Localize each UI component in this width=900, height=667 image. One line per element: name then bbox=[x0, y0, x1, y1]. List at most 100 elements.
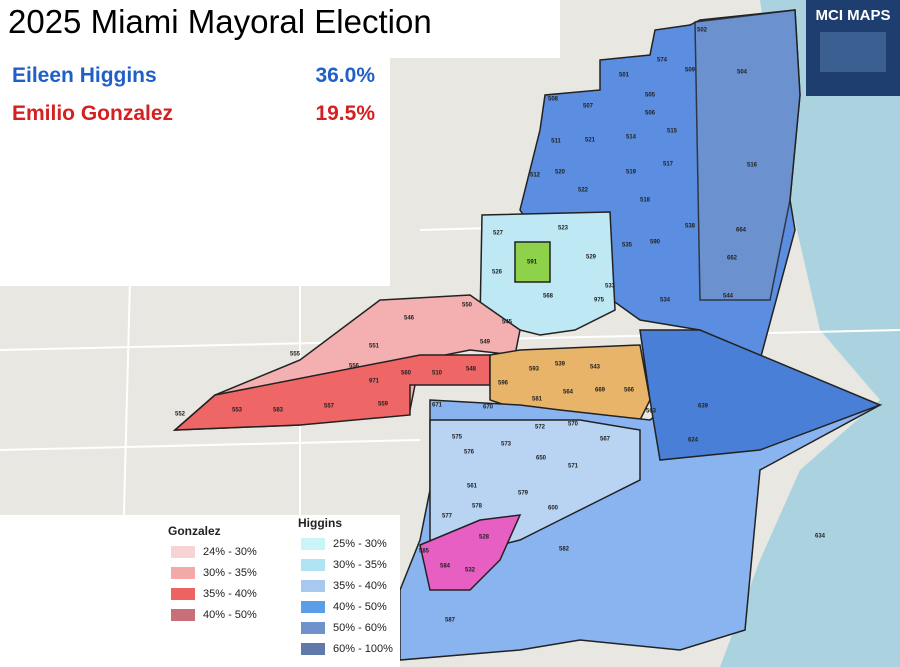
precinct-label: 522 bbox=[578, 188, 589, 194]
precinct-label: 596 bbox=[498, 381, 509, 387]
precinct-label: 528 bbox=[479, 535, 490, 541]
precinct-label: 585 bbox=[419, 549, 430, 555]
precinct-label: 591 bbox=[527, 260, 538, 266]
precinct-label: 546 bbox=[404, 316, 415, 322]
precinct-label: 624 bbox=[688, 438, 699, 444]
precinct-regions bbox=[172, 9, 883, 661]
precinct-label: 550 bbox=[462, 303, 473, 309]
candidate-share: 19.5% bbox=[315, 102, 375, 125]
precinct-label: 523 bbox=[558, 226, 569, 232]
precinct-label: 517 bbox=[663, 162, 674, 168]
water bbox=[720, 0, 900, 667]
precinct-label: 553 bbox=[232, 408, 243, 414]
precinct-label: 552 bbox=[175, 412, 186, 418]
precinct-label: 521 bbox=[585, 138, 596, 144]
legend-label: 25% - 30% bbox=[333, 538, 387, 550]
precinct-label: 650 bbox=[536, 456, 547, 462]
candidate-share: 36.0% bbox=[315, 64, 375, 87]
precinct-label: 557 bbox=[324, 404, 335, 410]
precinct-label: 551 bbox=[369, 344, 380, 350]
precinct-label: 664 bbox=[736, 228, 747, 234]
precinct-label: 669 bbox=[595, 388, 606, 394]
legend-label: 24% - 30% bbox=[203, 546, 257, 558]
precinct-label: 587 bbox=[445, 618, 456, 624]
precinct-label: 507 bbox=[583, 104, 594, 110]
precinct-label: 514 bbox=[626, 135, 637, 141]
legend-swatch bbox=[171, 546, 195, 558]
precinct-label: 662 bbox=[727, 256, 738, 262]
legend-title: Gonzalez bbox=[168, 524, 221, 538]
candidate-name: Emilio Gonzalez bbox=[12, 102, 173, 125]
legend-box bbox=[0, 515, 400, 667]
precinct-label: 590 bbox=[650, 240, 661, 246]
precinct-label: 532 bbox=[465, 568, 476, 574]
legend-label: 60% - 100% bbox=[333, 643, 393, 655]
precinct-label: 535 bbox=[622, 243, 633, 249]
precinct-label: 549 bbox=[480, 340, 491, 346]
precinct-label: 561 bbox=[467, 484, 478, 490]
precinct-label: 516 bbox=[747, 163, 758, 169]
precinct-label: 544 bbox=[723, 294, 734, 300]
precinct-label: 543 bbox=[590, 365, 601, 371]
candidate-name: Eileen Higgins bbox=[12, 64, 157, 87]
precinct-label: 538 bbox=[685, 224, 696, 230]
precinct-label: 518 bbox=[640, 198, 651, 204]
precinct-label: 511 bbox=[551, 139, 561, 145]
precinct-label: 581 bbox=[532, 397, 543, 403]
precinct-label: 564 bbox=[563, 390, 574, 396]
precinct-label: 600 bbox=[548, 506, 559, 512]
legend-label: 35% - 40% bbox=[203, 588, 257, 600]
precinct-label: 508 bbox=[548, 97, 559, 103]
precinct-label: 527 bbox=[493, 231, 504, 237]
legend-label: 35% - 40% bbox=[333, 580, 387, 592]
precinct-label: 519 bbox=[626, 170, 637, 176]
precinct-label: 520 bbox=[555, 170, 566, 176]
precinct-label: 578 bbox=[472, 504, 483, 510]
legend-swatch bbox=[301, 643, 325, 655]
precinct-label: 505 bbox=[645, 93, 656, 99]
precinct-label: 556 bbox=[349, 364, 360, 370]
title: 2025 Miami Mayoral Election bbox=[8, 3, 432, 40]
precinct-label: 502 bbox=[697, 28, 708, 34]
precinct-label: 975 bbox=[594, 298, 605, 304]
precinct-label: 568 bbox=[543, 294, 554, 300]
precinct-label: 593 bbox=[529, 367, 540, 373]
precinct-label: 574 bbox=[657, 58, 668, 64]
precinct-label: 571 bbox=[568, 464, 579, 470]
precinct-label: 545 bbox=[502, 320, 513, 326]
legend-swatch bbox=[301, 538, 325, 550]
precinct-label: 548 bbox=[466, 367, 477, 373]
precinct-label: 576 bbox=[464, 450, 475, 456]
precinct-label: 567 bbox=[600, 437, 611, 443]
precinct-label: 575 bbox=[452, 435, 463, 441]
precinct-label: 570 bbox=[568, 422, 579, 428]
precinct-label: 559 bbox=[378, 402, 389, 408]
precinct-label: 529 bbox=[586, 255, 597, 261]
legend-swatch bbox=[171, 588, 195, 600]
legend-label: 30% - 35% bbox=[333, 559, 387, 571]
precinct-label: 572 bbox=[535, 425, 546, 431]
precinct-label: 577 bbox=[442, 514, 453, 520]
precinct-label: 526 bbox=[492, 270, 503, 276]
legend-swatch bbox=[171, 609, 195, 621]
precinct-label: 506 bbox=[645, 111, 656, 117]
precinct-label: 634 bbox=[815, 534, 826, 540]
legend-swatch bbox=[301, 601, 325, 613]
results-box bbox=[0, 58, 390, 286]
legend-swatch bbox=[301, 622, 325, 634]
precinct-label: 515 bbox=[667, 129, 678, 135]
precinct-label: 670 bbox=[483, 405, 494, 411]
precinct-label: 573 bbox=[501, 442, 512, 448]
precinct-label: 510 bbox=[432, 371, 443, 377]
legend-swatch bbox=[301, 580, 325, 592]
precinct-label: 504 bbox=[737, 70, 748, 76]
logo-text: MCI MAPS bbox=[816, 7, 891, 24]
precinct-label: 563 bbox=[646, 409, 657, 415]
precinct-label: 579 bbox=[518, 491, 529, 497]
precinct-label: 534 bbox=[660, 298, 671, 304]
legend-label: 40% - 50% bbox=[203, 609, 257, 621]
precinct-label: 583 bbox=[273, 408, 284, 414]
legend-swatch bbox=[301, 559, 325, 571]
precinct-label: 566 bbox=[624, 388, 635, 394]
